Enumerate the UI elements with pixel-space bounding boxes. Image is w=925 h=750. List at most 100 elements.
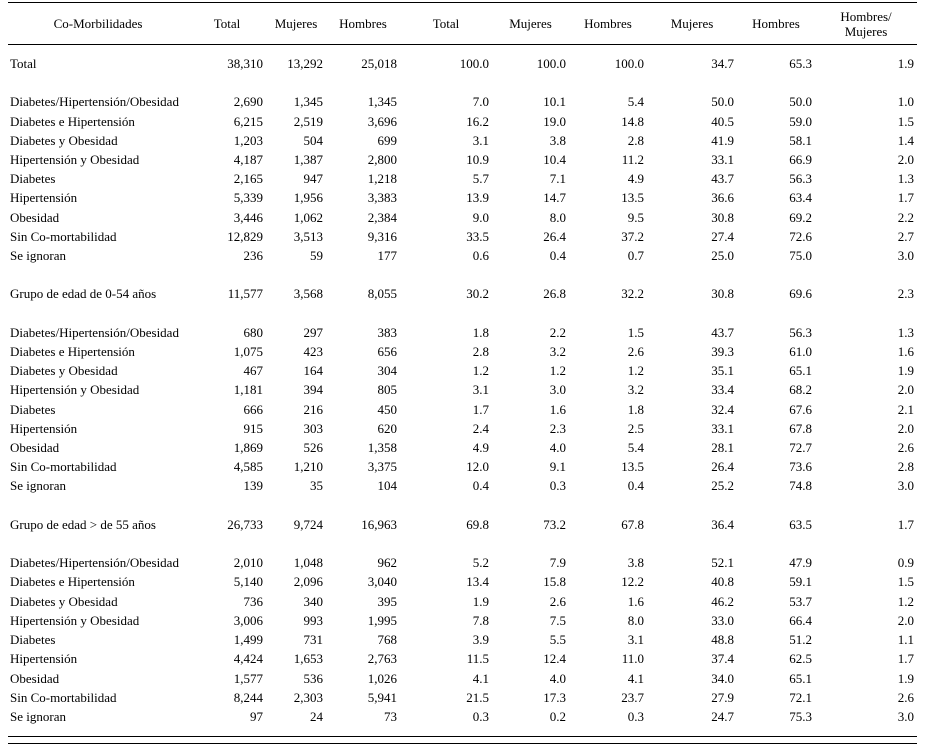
row-label: Hipertensión y Obesidad [10, 152, 140, 168]
table-cell: 63.5 [789, 516, 812, 532]
table-cell: 3.0 [897, 708, 914, 724]
table-cell: 7.0 [472, 94, 489, 110]
table-cell: 0.2 [549, 708, 566, 724]
table-cell: 1,048 [293, 555, 323, 571]
table-cell: 9,724 [293, 516, 323, 532]
table-cell: 5.4 [627, 94, 644, 110]
table-cell: 27.9 [711, 689, 734, 705]
table-cell: 297 [303, 324, 324, 340]
table-cell: 68.2 [789, 382, 812, 398]
table-cell: 1.5 [627, 324, 644, 340]
comorbidity-table: Co-Morbilidades Total Mujeres Hombres Total M… [8, 2, 917, 726]
table-cell: 100.0 [536, 56, 566, 71]
table-cell: 0.7 [627, 248, 644, 264]
table-row: Sin Co-mortabilidad 8,244 2,303 5,941 21.5 17… [8, 688, 917, 707]
table-cell: 1.3 [897, 324, 914, 340]
table-cell: 1.2 [472, 363, 489, 379]
table-cell: 947 [303, 171, 324, 187]
table-cell: 67.8 [621, 516, 644, 532]
table-row: Hipertensión y Obesidad 1,181 394 805 3.1 3.0… [8, 380, 917, 399]
table-cell: 72.6 [789, 228, 812, 244]
table-cell: 2.3 [549, 420, 566, 436]
table-cell: 2,303 [293, 689, 323, 705]
table-cell: 12.0 [466, 459, 489, 475]
column-header: Hombres/ Mujeres [815, 2, 917, 45]
table-cell: 67.8 [789, 420, 812, 436]
table-row: Sin Co-mortabilidad 12,829 3,513 9,316 33.5 2… [8, 227, 917, 246]
table-cell: 340 [303, 593, 324, 609]
bottom-rule-lower [8, 743, 917, 745]
table-cell: 59.0 [789, 113, 812, 129]
table-cell: 2.0 [897, 420, 914, 436]
table-header: Co-Morbilidades Total Mujeres Hombres Total M… [8, 2, 917, 45]
table-cell: 699 [377, 132, 398, 148]
table-cell: 3,568 [293, 286, 323, 302]
table-cell: 0.3 [472, 708, 489, 724]
table-cell: 24.7 [711, 708, 734, 724]
table-cell: 72.7 [789, 440, 812, 456]
table-cell: 40.5 [711, 113, 734, 129]
table-cell: 26.8 [543, 286, 566, 302]
table-cell: 9,316 [367, 228, 397, 244]
table-cell: 2.7 [897, 228, 914, 244]
table-cell: 28.1 [711, 440, 734, 456]
table-cell: 65.1 [789, 670, 812, 686]
table-cell: 3.2 [549, 344, 566, 360]
table-cell: 5,140 [233, 574, 263, 590]
table-cell: 620 [377, 420, 398, 436]
table-cell: 4.9 [627, 171, 644, 187]
table-cell: 2,096 [293, 574, 323, 590]
table-cell: 236 [243, 248, 264, 264]
table-cell: 1.7 [472, 401, 489, 417]
table-cell: 2.0 [897, 382, 914, 398]
spacer-cell [8, 534, 917, 553]
table-cell: 3.1 [472, 132, 489, 148]
table-cell: 1,181 [233, 382, 263, 398]
table-cell: 73.6 [789, 459, 812, 475]
table-row: Hipertensión 915 303 620 2.4 2.3 2.5 33.1 67.8 2.… [8, 419, 917, 438]
table-cell: 33.5 [466, 228, 489, 244]
table-cell: 536 [303, 670, 324, 686]
row-label: Hipertensión [10, 190, 78, 206]
table-row: Diabetes e Hipertensión 5,140 2,096 3,040 13… [8, 572, 917, 591]
table-cell: 1,210 [293, 459, 323, 475]
column-header: Total [188, 2, 266, 45]
table-cell: 43.7 [711, 171, 734, 187]
row-label: Hipertensión [10, 651, 78, 667]
row-label: Diabetes y Obesidad [10, 363, 118, 379]
row-label: Diabetes/Hipertensión/Obesidad [10, 94, 179, 110]
table-cell: 56.3 [789, 324, 812, 340]
table-row: Hipertensión y Obesidad 4,187 1,387 2,800 10… [8, 150, 917, 169]
column-header: Mujeres [266, 2, 326, 45]
row-label: Obesidad [10, 209, 60, 225]
table-row: Diabetes y Obesidad 1,203 504 699 3.1 3.8 2.8 4… [8, 131, 917, 150]
spacer-row [8, 534, 917, 553]
table-cell: 1,956 [293, 190, 323, 206]
table-row: Diabetes/Hipertensión/Obesidad 680 297 383 1… [8, 323, 917, 342]
table-cell: 2.0 [897, 152, 914, 168]
row-label: Diabetes/Hipertensión/Obesidad [10, 324, 179, 340]
row-label: Diabetes e Hipertensión [10, 574, 135, 590]
table-cell: 2.8 [897, 459, 914, 475]
table-cell: 12.2 [621, 574, 644, 590]
table-cell: 1,026 [367, 670, 397, 686]
column-header: Mujeres [647, 2, 737, 45]
table-cell: 3.1 [472, 382, 489, 398]
row-label: Diabetes [10, 171, 56, 187]
table-cell: 48.8 [711, 632, 734, 648]
table-cell: 0.4 [549, 248, 566, 264]
table-cell: 3.9 [472, 632, 489, 648]
table-row: Total 38,310 13,292 25,018 100.0 100.0 100.0 34… [8, 45, 917, 74]
table-cell: 3.8 [627, 555, 644, 571]
table-cell: 3.0 [897, 478, 914, 494]
table-cell: 32.4 [711, 401, 734, 417]
table-cell: 1,218 [367, 171, 397, 187]
table-cell: 13.5 [621, 190, 644, 206]
table-cell: 1.9 [472, 593, 489, 609]
table-row: Hipertensión 4,424 1,653 2,763 11.5 12.4 11.0 3… [8, 649, 917, 668]
table-cell: 1.2 [897, 593, 914, 609]
table-cell: 75.3 [789, 708, 812, 724]
table-cell: 65.1 [789, 363, 812, 379]
table-cell: 4,187 [233, 152, 263, 168]
table-cell: 3,383 [367, 190, 397, 206]
